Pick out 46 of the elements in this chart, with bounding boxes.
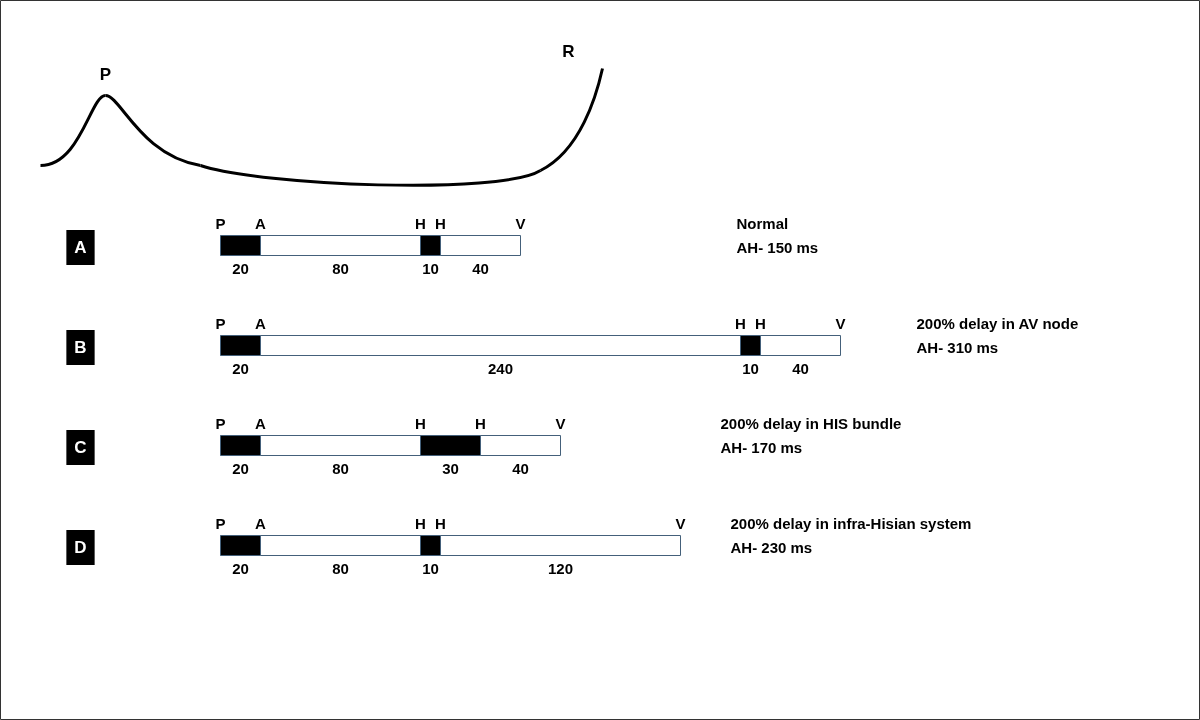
- annotation: A: [255, 214, 267, 232]
- y-tick-label: D: [74, 538, 87, 557]
- y-tick-label: A: [74, 238, 87, 257]
- annotation: P: [215, 314, 226, 332]
- text: R: [562, 41, 575, 61]
- annotation: H: [475, 414, 486, 432]
- annotation: A: [255, 314, 267, 332]
- data-label: 240: [487, 359, 514, 377]
- annotation: A: [255, 414, 267, 432]
- text: 200% delay in AV node AH- 310 ms: [916, 315, 1079, 356]
- annotation: H: [415, 214, 426, 232]
- data-label: 120: [547, 559, 574, 577]
- annotation: A: [255, 514, 267, 532]
- annotation: H: [435, 514, 446, 532]
- y-tick-label: B: [74, 338, 87, 357]
- data-label: 20: [232, 259, 249, 277]
- annotation: H: [435, 214, 446, 232]
- data-label: 40: [512, 459, 529, 477]
- annotation: V: [835, 314, 846, 332]
- annotation: 200% delay in infra-Hisian system AH- 230 ms: [730, 515, 972, 556]
- data-label: 80: [332, 459, 349, 477]
- data-label: 10: [742, 359, 759, 377]
- data-label: 10: [422, 259, 439, 277]
- annotation: P: [215, 514, 226, 532]
- annotation: H: [415, 414, 426, 432]
- annotation: H: [735, 314, 746, 332]
- data-label: 20: [232, 459, 249, 477]
- annotation: P: [215, 214, 226, 232]
- data-label: 20: [232, 559, 249, 577]
- data-label: 80: [332, 559, 349, 577]
- annotation: P: [215, 414, 226, 432]
- text: P: [99, 64, 112, 84]
- data-label: 40: [472, 259, 489, 277]
- data-label: 40: [792, 359, 809, 377]
- annotation: V: [555, 414, 566, 432]
- data-label: 80: [332, 259, 349, 277]
- data-label: 20: [232, 359, 249, 377]
- annotation: H: [755, 314, 766, 332]
- annotation: H: [415, 514, 426, 532]
- annotation: V: [515, 214, 526, 232]
- annotation: 200% delay in HIS bundle AH- 170 ms: [720, 415, 902, 456]
- data-label: 10: [422, 559, 439, 577]
- data-label: 30: [442, 459, 459, 477]
- annotation: Normal AH- 150 ms: [736, 215, 819, 256]
- annotation: V: [675, 514, 686, 532]
- y-tick-label: C: [74, 438, 87, 457]
